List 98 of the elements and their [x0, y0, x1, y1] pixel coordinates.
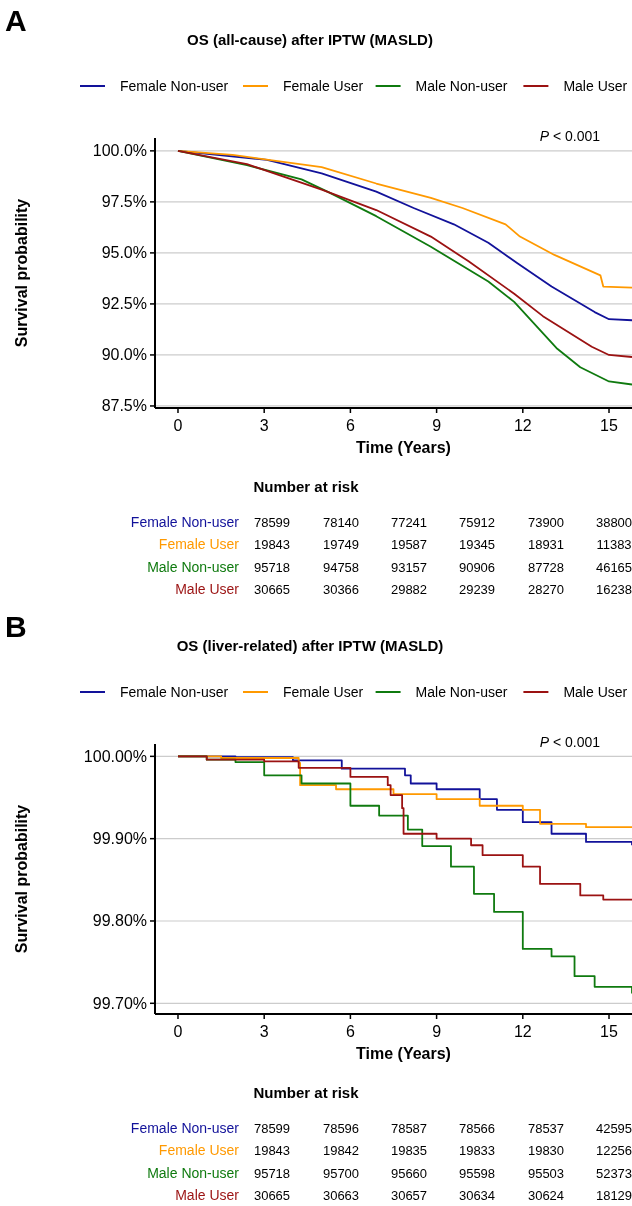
legend-label: Male Non-user [415, 684, 508, 700]
text: 19830 [527, 1143, 565, 1159]
text: 19843 [253, 537, 291, 553]
annotation: P < 0.001 [539, 128, 601, 144]
text: 75912 [458, 515, 496, 530]
text: Female Non-user [130, 1120, 239, 1136]
text: 11383 [596, 537, 632, 553]
text: 95718 [253, 1165, 291, 1181]
x-tick-label: 6 [345, 1023, 355, 1040]
legend-label: Male User [563, 78, 628, 94]
text: 95718 [253, 559, 291, 575]
x-tick-label: 3 [259, 1023, 269, 1040]
x-tick-label: 9 [432, 417, 442, 434]
text: 93157 [390, 559, 428, 575]
text: 29882 [390, 582, 428, 598]
text: Female Non-user [130, 514, 239, 530]
text: 30366 [322, 582, 360, 598]
text: Male User [175, 1187, 239, 1204]
text: 29239 [458, 582, 496, 598]
text: 95700 [322, 1165, 360, 1181]
text: 30665 [253, 582, 291, 598]
y-axis-title: Survival probability [13, 804, 30, 954]
x-axis-title: Time (Years) [356, 1045, 451, 1062]
text: 77241 [390, 515, 428, 530]
y-tick-label: 99.90% [92, 830, 147, 848]
x-axis-title: Time (Years) [356, 439, 451, 456]
x-tick-label: 12 [513, 1023, 532, 1040]
text: Female User [158, 1142, 239, 1159]
y-tick-label: 100.00% [83, 747, 147, 765]
text: 87728 [527, 559, 565, 575]
y-tick-label: 99.80% [92, 912, 147, 930]
text: 18129 [595, 1188, 632, 1204]
text: 95660 [390, 1165, 428, 1181]
text: 95503 [527, 1165, 565, 1181]
y-tick-label: 90.0% [101, 346, 147, 364]
text: 30663 [322, 1188, 360, 1204]
x-tick-label: 3 [259, 417, 269, 434]
text: 38800 [595, 515, 632, 530]
text: 12256 [595, 1143, 632, 1159]
text: B [5, 610, 27, 643]
text: Male Non-user [147, 558, 239, 575]
text: 19833 [458, 1143, 496, 1159]
y-tick-label: 99.70% [92, 994, 147, 1012]
x-tick-label: 15 [600, 1023, 619, 1040]
x-tick-label: 15 [600, 417, 619, 434]
text: 73900 [527, 515, 565, 530]
x-tick-label: 9 [432, 1023, 442, 1040]
text: 19587 [390, 537, 428, 553]
legend-label: Female User [283, 684, 364, 700]
chart-title: OS (all-cause) after IPTW (MASLD) [187, 31, 433, 48]
text: 30624 [527, 1188, 565, 1204]
text: 94758 [322, 559, 360, 575]
text: 42595 [595, 1121, 632, 1136]
text: 19345 [458, 537, 496, 553]
text: 78140 [322, 515, 360, 530]
legend-label: Male Non-user [415, 78, 508, 94]
x-tick-label: 12 [513, 417, 532, 434]
text: 19835 [390, 1143, 428, 1159]
text: 19842 [322, 1143, 360, 1159]
legend-label: Female Non-user [120, 684, 229, 700]
text: 52373 [595, 1165, 632, 1181]
text: 90906 [458, 559, 496, 575]
chart-title: OS (liver-related) after IPTW (MASLD) [176, 637, 444, 654]
text: 46165 [595, 559, 632, 575]
text: 78599 [253, 1121, 291, 1136]
x-tick-label: 0 [173, 417, 183, 434]
text: 78537 [527, 1121, 565, 1136]
text: 30665 [253, 1188, 291, 1204]
text: 19843 [253, 1143, 291, 1159]
y-tick-label: 97.5% [101, 193, 147, 211]
legend-label: Female User [283, 78, 364, 94]
y-tick-label: 87.5% [101, 397, 147, 415]
x-tick-label: 6 [345, 417, 355, 434]
text: Number at risk [253, 1084, 360, 1101]
text: A [5, 4, 27, 37]
text: 19749 [322, 537, 360, 553]
text: 30657 [390, 1188, 428, 1204]
y-tick-label: 92.5% [101, 295, 147, 313]
y-tick-label: 95.0% [101, 244, 147, 262]
text: 78587 [390, 1121, 428, 1136]
legend-label: Female Non-user [120, 78, 229, 94]
text: Female User [158, 536, 239, 553]
text: 16238 [595, 582, 632, 598]
text: 18931 [527, 537, 565, 553]
y-tick-label: 100.0% [92, 142, 147, 160]
text: 95598 [458, 1165, 496, 1181]
y-axis-title: Survival probability [13, 198, 30, 348]
text: 78599 [253, 515, 291, 530]
x-tick-label: 0 [173, 1023, 183, 1040]
text: Male User [175, 581, 239, 598]
text: 28270 [527, 582, 565, 598]
text: 30634 [458, 1188, 496, 1204]
text: 78596 [322, 1121, 360, 1136]
text: Male Non-user [147, 1164, 239, 1181]
text: Number at risk [253, 478, 360, 495]
text: 78566 [458, 1121, 496, 1136]
annotation: P < 0.001 [539, 734, 601, 750]
legend-label: Male User [563, 684, 628, 700]
